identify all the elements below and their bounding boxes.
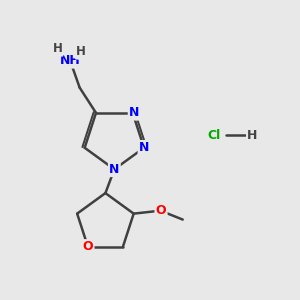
Text: O: O [82, 240, 93, 254]
Text: H: H [248, 129, 258, 142]
Text: O: O [156, 204, 166, 217]
Text: NH: NH [60, 54, 81, 67]
Text: N: N [129, 106, 140, 119]
Text: H: H [52, 43, 62, 56]
Text: N: N [109, 163, 119, 176]
Text: H: H [76, 45, 86, 58]
Text: Cl: Cl [207, 129, 220, 142]
Text: N: N [139, 141, 149, 154]
